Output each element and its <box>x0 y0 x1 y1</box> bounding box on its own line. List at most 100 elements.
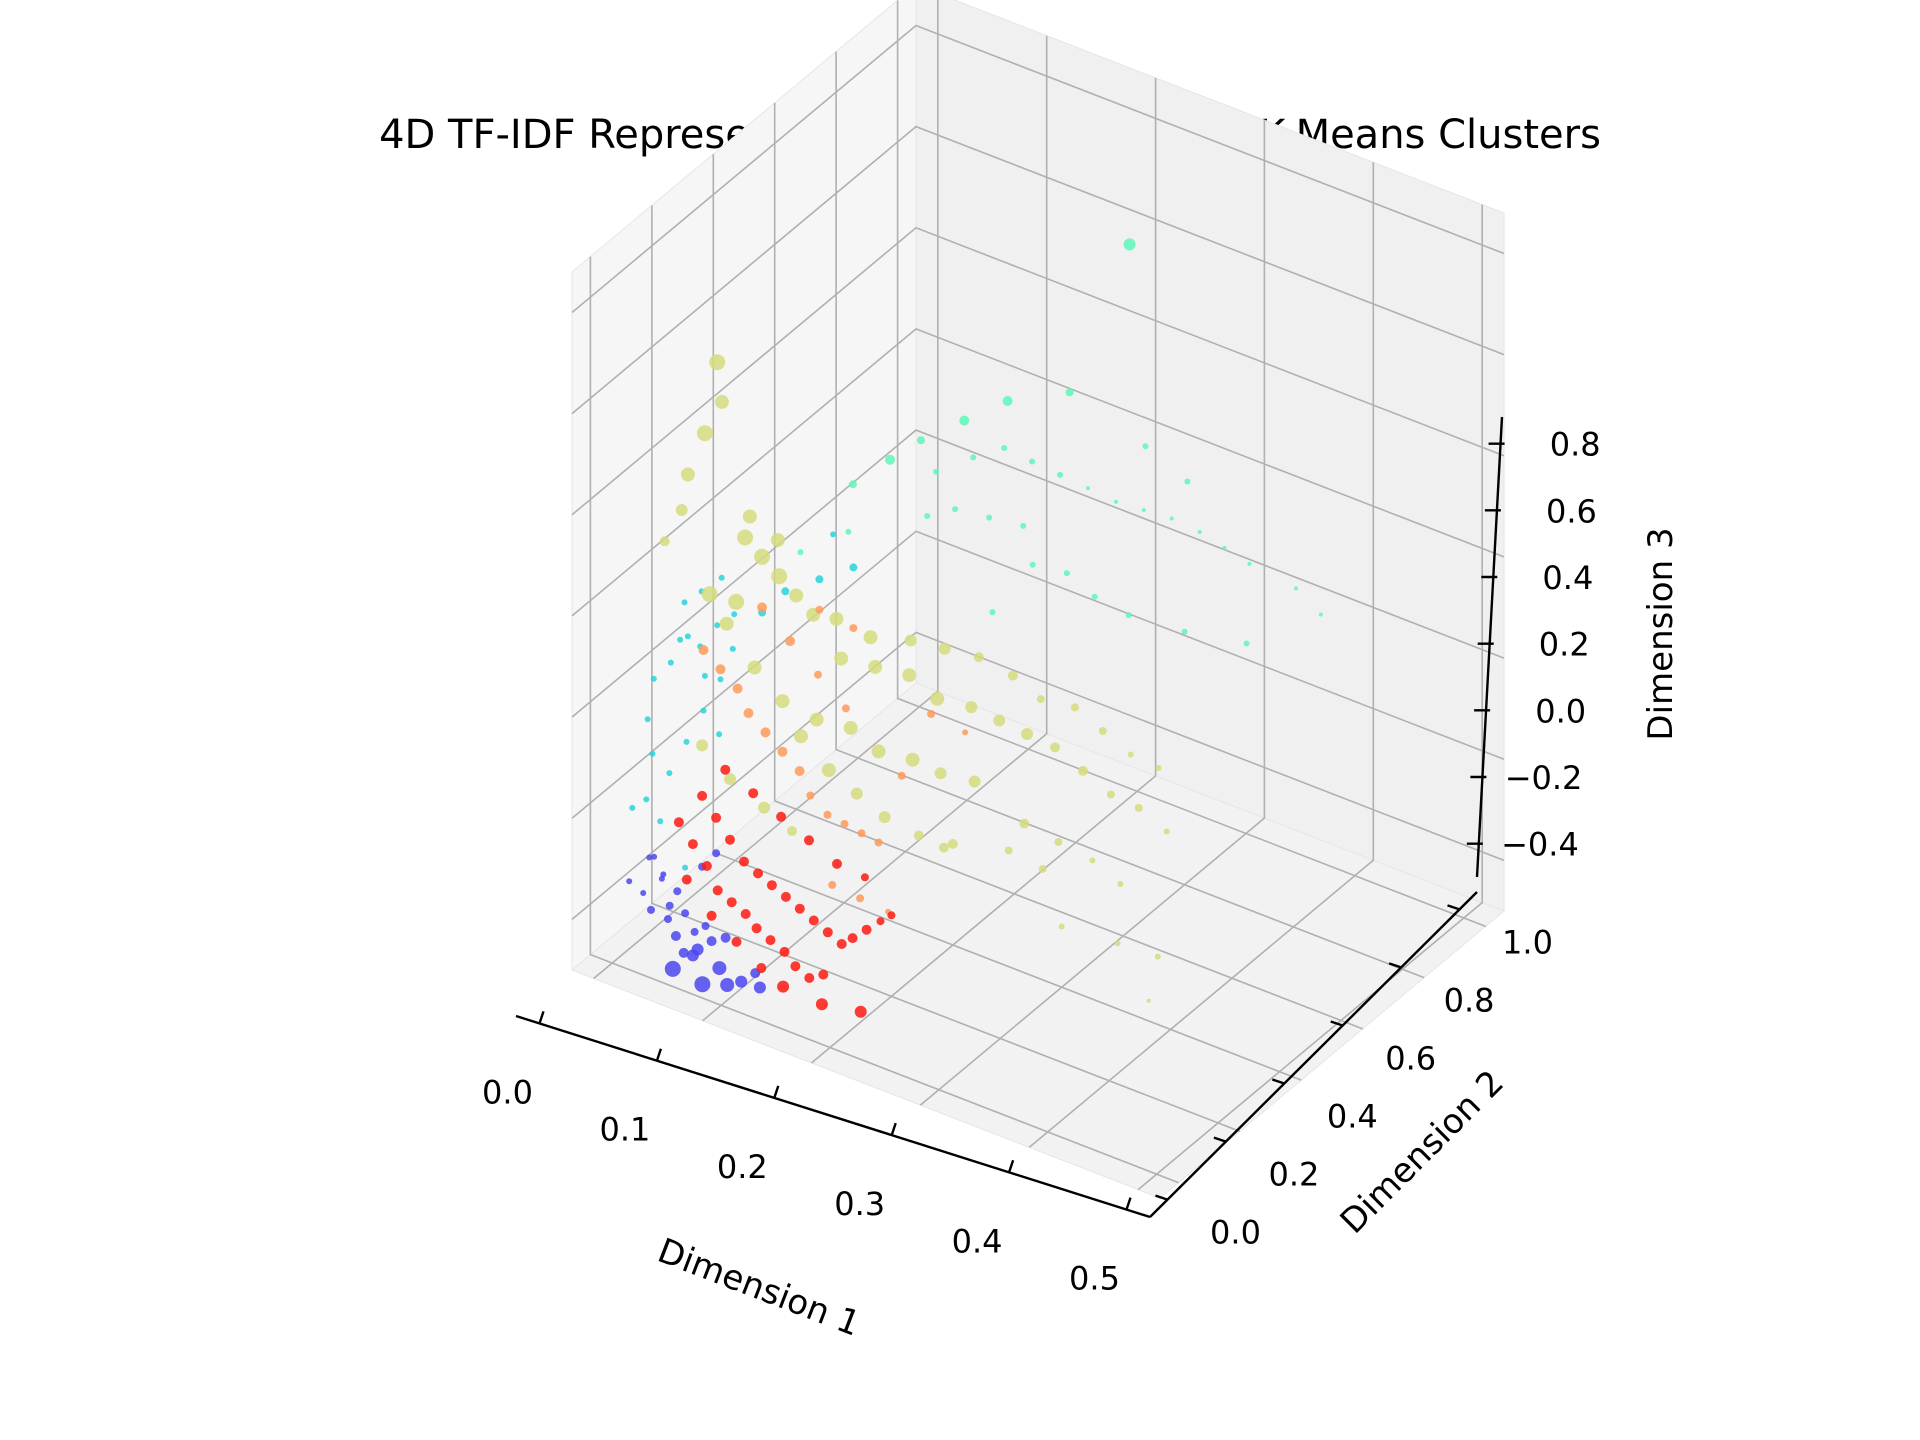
data-point <box>871 744 886 759</box>
data-point <box>1154 953 1161 960</box>
data-point <box>758 801 771 814</box>
data-point <box>1065 388 1074 397</box>
data-point <box>863 630 878 645</box>
data-point <box>1106 790 1115 799</box>
data-point <box>1125 612 1132 619</box>
data-point <box>680 467 695 482</box>
data-point <box>1021 728 1034 740</box>
data-point <box>822 927 833 938</box>
y-tick-label: 0.2 <box>1268 1156 1319 1194</box>
x-grid-line <box>702 35 1048 1022</box>
data-point <box>724 773 736 785</box>
data-point <box>780 891 791 902</box>
data-point <box>902 668 917 683</box>
data-point <box>650 675 657 682</box>
y-tick-label: 1.0 <box>1502 923 1553 961</box>
y-tick-mark <box>1213 1136 1227 1143</box>
data-point <box>1036 695 1045 704</box>
x-grid-line <box>1028 162 1375 1148</box>
z-tick-label: 0.8 <box>1550 426 1601 464</box>
x-grid-line <box>593 0 939 980</box>
data-point <box>989 609 996 616</box>
data-point <box>757 602 768 613</box>
data-point <box>1197 529 1202 534</box>
y-grid-line <box>835 51 1425 979</box>
data-point <box>860 873 869 882</box>
axes-grid <box>571 0 1505 1191</box>
data-point <box>1063 570 1070 577</box>
data-point <box>658 875 665 882</box>
data-point <box>737 529 754 546</box>
data-point <box>665 901 674 910</box>
data-point <box>701 861 712 871</box>
x-tick-mark <box>773 1085 780 1099</box>
data-point <box>854 1005 867 1018</box>
data-point <box>1098 727 1107 735</box>
data-point <box>1117 881 1124 887</box>
data-point <box>742 509 757 524</box>
data-point <box>840 820 849 828</box>
y-tick-mark <box>1447 904 1460 911</box>
data-point <box>748 788 759 799</box>
data-point <box>682 864 689 871</box>
data-point <box>1091 593 1098 600</box>
data-point <box>649 750 656 757</box>
data-point <box>843 720 858 735</box>
data-point <box>687 839 698 850</box>
data-point <box>1127 751 1134 758</box>
data-point <box>1184 478 1191 485</box>
data-point <box>664 915 672 924</box>
data-point <box>947 838 958 849</box>
data-point <box>829 611 844 626</box>
data-point <box>706 910 717 921</box>
data-point <box>697 790 708 801</box>
data-point <box>706 936 717 947</box>
data-point <box>804 835 814 846</box>
data-point <box>712 961 727 976</box>
data-point <box>712 849 721 858</box>
data-point <box>815 605 824 614</box>
data-point <box>681 874 692 885</box>
data-point <box>1134 803 1143 812</box>
data-point <box>629 804 636 811</box>
data-point <box>836 939 847 949</box>
data-point <box>965 701 978 714</box>
data-point <box>815 998 828 1011</box>
data-point <box>938 842 949 853</box>
data-point <box>794 729 808 744</box>
scatter-points <box>626 238 1323 1018</box>
data-point <box>719 616 734 631</box>
data-point <box>1243 640 1250 647</box>
y-axis-line <box>1149 891 1478 1218</box>
data-point <box>666 770 673 777</box>
data-point <box>1181 628 1188 635</box>
data-point <box>821 763 836 777</box>
data-point <box>861 924 872 935</box>
x-tick-mark <box>655 1048 663 1062</box>
data-point <box>771 568 788 585</box>
y-axis-label: Dimension 2 <box>1333 1063 1512 1242</box>
data-point <box>766 880 777 891</box>
data-point <box>684 633 691 640</box>
data-point <box>731 936 742 947</box>
z-tick-label: 0.4 <box>1542 559 1593 597</box>
data-point <box>775 694 790 709</box>
data-point <box>781 587 790 596</box>
data-point <box>905 752 920 767</box>
data-point <box>938 642 951 655</box>
data-point <box>885 454 895 465</box>
data-point <box>1070 703 1079 712</box>
data-point <box>1058 923 1065 930</box>
data-point <box>1113 499 1118 504</box>
data-point <box>659 536 670 547</box>
data-point <box>797 549 804 556</box>
data-point <box>823 810 832 819</box>
x-grid-line <box>811 77 1157 1064</box>
data-point <box>720 978 735 992</box>
data-point <box>720 764 731 775</box>
data-point <box>753 981 766 994</box>
data-point <box>790 961 801 972</box>
data-point <box>1057 471 1064 478</box>
z-grid-line <box>571 429 1505 718</box>
data-point <box>643 796 650 803</box>
